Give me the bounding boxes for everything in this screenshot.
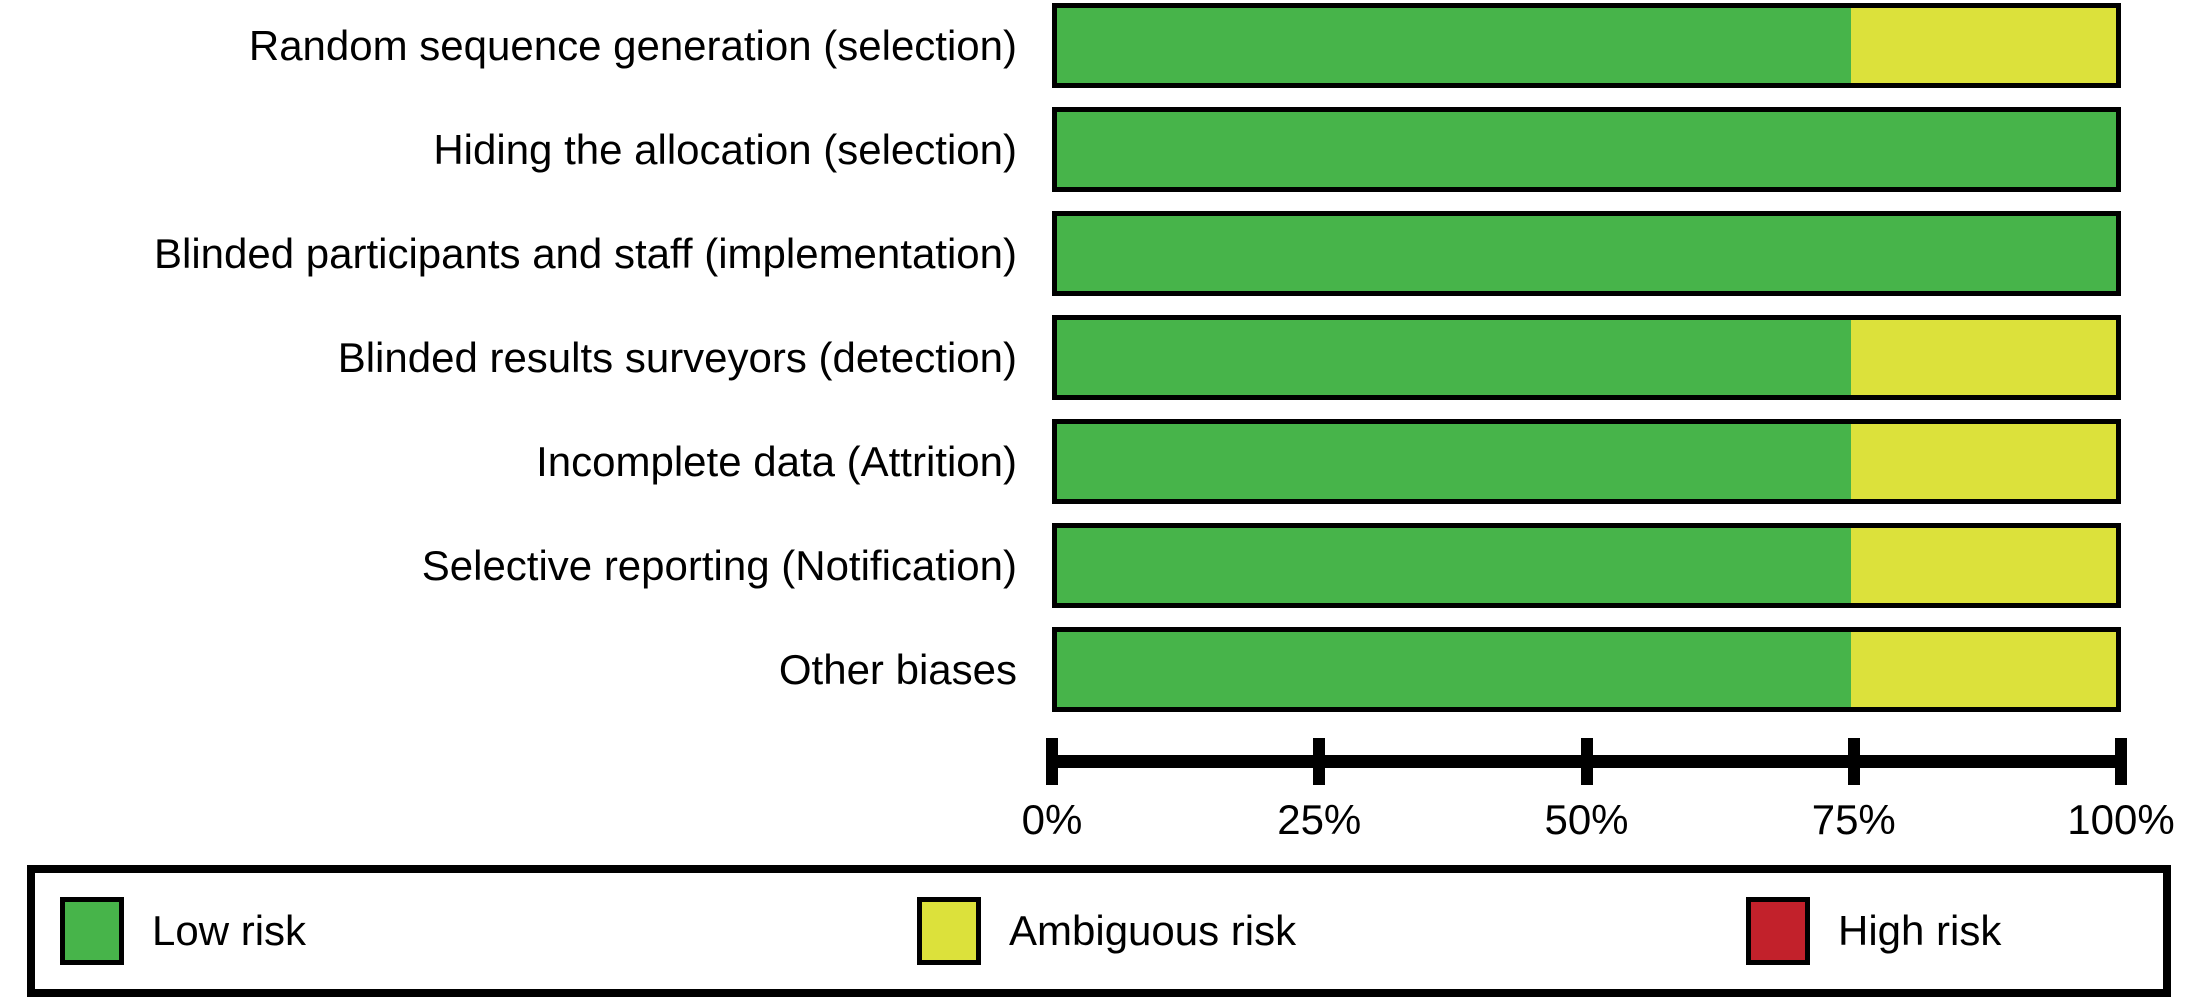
bar-segment-low [1057, 216, 2116, 291]
chart-row: Blinded participants and staff (implemen… [0, 211, 2189, 296]
legend-label: Low risk [152, 907, 307, 954]
category-label: Hiding the allocation (selection) [433, 125, 1017, 173]
tick-label: 100% [2067, 796, 2175, 843]
category-label: Incomplete data (Attrition) [536, 437, 1017, 485]
chart-row: Hiding the allocation (selection) [0, 107, 2189, 192]
legend-label: High risk [1838, 907, 2002, 954]
legend-item-high-risk: High risk [1746, 873, 2001, 989]
legend-label: Ambiguous risk [1009, 907, 1297, 954]
bar-segment-low [1057, 112, 2116, 187]
category-label: Selective reporting (Notification) [421, 541, 1017, 589]
legend-swatch-ambiguous-risk [917, 897, 981, 965]
bar-chart: Random sequence generation (selection) H… [0, 3, 2189, 712]
legend-item-ambiguous-risk: Ambiguous risk [917, 873, 1296, 989]
category-label: Random sequence generation (selection) [248, 21, 1017, 69]
bar [1052, 3, 2121, 88]
bar-segment-ambiguous [1851, 8, 2116, 83]
legend: Low risk Ambiguous risk High risk [27, 865, 2171, 997]
tick-mark [1580, 738, 1593, 785]
bar-segment-low [1057, 320, 1852, 395]
legend-swatch-high-risk [1746, 897, 1810, 965]
bar [1052, 315, 2121, 400]
bar-segment-ambiguous [1851, 424, 2116, 499]
tick-label: 50% [1544, 796, 1629, 843]
chart-row: Incomplete data (Attrition) [0, 419, 2189, 504]
x-axis: 0% 25% 50% 75% 100% [1022, 738, 2175, 858]
bar [1052, 211, 2121, 296]
tick-label: 25% [1277, 796, 1362, 843]
tick-mark [1046, 738, 1058, 785]
bar-segment-ambiguous [1851, 528, 2116, 603]
tick-label: 0% [1021, 796, 1083, 843]
legend-item-low-risk: Low risk [60, 873, 306, 989]
chart-row: Selective reporting (Notification) [0, 523, 2189, 608]
chart-row: Other biases [0, 627, 2189, 712]
bar [1052, 419, 2121, 504]
bar [1052, 107, 2121, 192]
category-label: Other biases [778, 645, 1017, 693]
category-label: Blinded participants and staff (implemen… [153, 229, 1017, 277]
bar [1052, 523, 2121, 608]
bar-segment-low [1057, 424, 1852, 499]
legend-swatch-low-risk [60, 897, 124, 965]
chart-row: Random sequence generation (selection) [0, 3, 2189, 88]
bar-segment-low [1057, 8, 1852, 83]
chart-row: Blinded results surveyors (detection) [0, 315, 2189, 400]
category-label: Blinded results surveyors (detection) [337, 333, 1017, 381]
tick-mark [1313, 738, 1326, 785]
bar [1052, 627, 2121, 712]
tick-label: 75% [1811, 796, 1896, 843]
bar-segment-ambiguous [1851, 632, 2116, 707]
bar-segment-low [1057, 632, 1852, 707]
bar-segment-ambiguous [1851, 320, 2116, 395]
tick-mark [2115, 738, 2127, 785]
bar-segment-low [1057, 528, 1852, 603]
tick-mark [1847, 738, 1860, 785]
